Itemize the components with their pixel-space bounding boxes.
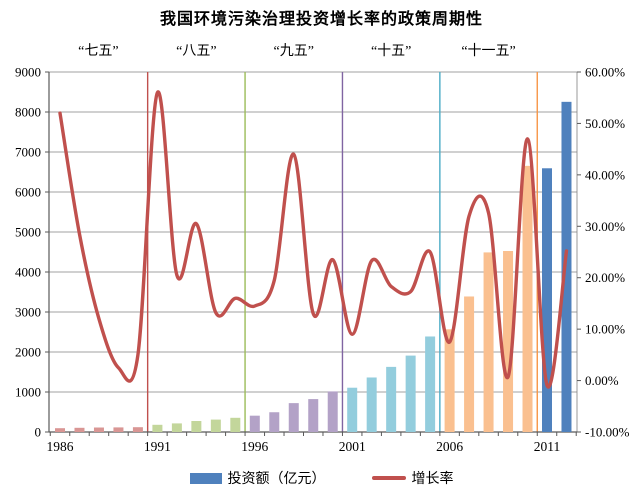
legend: 投资额（亿元） 增长率 [0,468,643,487]
x-axis-tick-label: 1996 [241,439,268,454]
period-label: “九五” [273,44,314,59]
investment-bar-swatch-icon [189,472,222,484]
investment-bar [132,427,143,432]
legend-item-growth: 增长率 [371,468,454,487]
period-label: “十一五” [461,44,516,59]
period-label: “七五” [78,44,119,59]
left-axis-tick-label: 4000 [15,265,41,280]
investment-bar [561,101,572,432]
left-axis-tick-label: 8000 [15,105,41,120]
investment-bar [191,421,202,432]
investment-bar [210,419,221,432]
investment-bar [113,427,124,432]
investment-bar [74,427,85,432]
right-axis-tick-label: -10.00% [585,425,630,440]
legend-label-growth: 增长率 [411,472,454,487]
left-axis-tick-label: 2000 [15,345,41,360]
left-axis-tick-label: 9000 [15,65,41,80]
left-axis-tick-label: 0 [35,425,42,440]
legend-item-investment: 投资额（亿元） [189,468,326,487]
growth-line-swatch-icon [371,476,406,480]
x-axis-tick-label: 2001 [339,439,366,454]
left-axis-tick-label: 1000 [15,385,41,400]
investment-bar [503,251,514,432]
investment-bar [425,336,436,432]
x-axis-tick-label: 1986 [47,439,74,454]
investment-bar [249,415,260,432]
investment-bar [386,366,397,432]
investment-bar [444,329,455,432]
x-axis-tick-label: 1991 [144,439,171,454]
period-labels-row: “七五” “八五” “九五” “十五” “十一五” [0,40,643,60]
investment-bar [483,252,494,432]
right-axis-tick-label: 0.00% [585,373,619,388]
investment-bar [269,412,280,432]
investment-bar [93,427,104,432]
chart-title: 我国环境污染治理投资增长率的政策周期性 [159,11,483,28]
growth-rate-line [58,90,569,389]
left-axis-tick-label: 6000 [15,185,41,200]
right-axis-tick-label: 30.00% [585,219,625,234]
investment-bar [366,377,377,432]
investment-bar [230,417,241,432]
right-axis-tick-label: 40.00% [585,167,625,182]
investment-bar [288,403,299,432]
investment-bar [55,428,65,432]
investment-bar [152,424,163,432]
right-axis-tick-label: 20.00% [585,270,625,285]
investment-bar [308,399,319,432]
investment-bar [522,165,533,432]
period-label: “十五” [370,44,412,59]
left-axis-tick-label: 7000 [15,145,41,160]
investment-bar [542,168,552,432]
left-axis-tick-label: 3000 [15,305,41,320]
period-label: “八五” [176,44,217,59]
left-axis-tick-label: 5000 [15,225,41,240]
investment-bar [347,387,358,432]
x-axis-tick-label: 2006 [436,439,463,454]
legend-label-investment: 投资额（亿元） [227,472,326,487]
investment-bar [464,296,475,432]
right-axis-tick-label: 50.00% [585,116,625,131]
right-axis-tick-label: 10.00% [585,322,625,337]
investment-bar [327,391,338,432]
investment-bar [171,423,182,432]
right-axis-tick-label: 60.00% [585,65,625,80]
x-axis-tick-label: 2011 [534,439,561,454]
investment-bar [405,355,416,432]
